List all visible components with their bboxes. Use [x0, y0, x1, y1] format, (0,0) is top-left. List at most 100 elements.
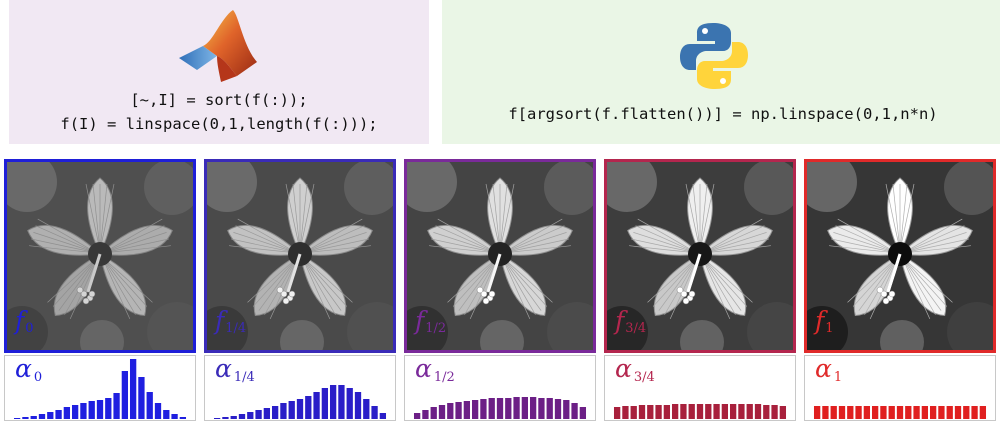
matlab-code-line-linspace: f(I) = linspace(0,1,length(f(:)));: [60, 115, 378, 133]
histogram-bar: [838, 406, 846, 419]
histogram-bar: [154, 403, 162, 419]
histogram-bar: [571, 403, 578, 419]
histogram-alpha12: α 1/2: [404, 355, 596, 421]
matlab-code-panel: [~,I] = sort(f(:)); f(I) = linspace(0,1,…: [9, 0, 429, 144]
python-code-line-argsort: f[argsort(f.flatten())] = np.linspace(0,…: [508, 105, 938, 123]
image-label-f1: f1: [815, 306, 834, 336]
histogram-bar: [496, 398, 504, 419]
histogram-bar: [729, 404, 737, 419]
histogram-bar: [771, 405, 778, 419]
histogram-bar: [713, 404, 720, 419]
histogram-bar: [888, 406, 895, 419]
histogram-bar: [379, 413, 387, 419]
hibiscus-flower-image: [807, 162, 993, 350]
histogram-alpha34: α 3/4: [604, 355, 796, 421]
histogram-bar: [563, 400, 570, 419]
histogram-bar: [413, 413, 421, 419]
histogram-bar: [663, 405, 671, 419]
histogram-bar: [529, 397, 537, 419]
image-frame-f34: f3/4: [604, 159, 796, 353]
histogram-bar: [47, 412, 54, 419]
histogram-bar: [779, 406, 787, 419]
histogram-bar: [296, 399, 304, 419]
histogram-bar: [822, 406, 829, 419]
histogram-bar: [55, 410, 62, 419]
histogram-bar: [471, 400, 479, 419]
histogram-bar: [630, 406, 637, 419]
histogram-bar: [721, 404, 729, 419]
histogram-bar: [238, 414, 246, 419]
histogram-bar: [971, 406, 978, 419]
histogram-bar: [513, 397, 520, 419]
histogram-bar: [929, 406, 937, 419]
histogram-bar: [480, 399, 487, 419]
histogram-bar: [363, 399, 370, 419]
histogram-bar: [80, 403, 87, 419]
histogram-label-alpha34: α 3/4: [615, 354, 655, 385]
histogram-bar: [63, 407, 71, 419]
histogram-bar: [30, 416, 37, 419]
histogram-bar: [71, 405, 79, 419]
histogram-bar: [13, 418, 21, 419]
matlab-membrane-logo-icon: [179, 10, 257, 82]
histogram-bar: [213, 418, 221, 419]
image-frame-f12: f1/2: [404, 159, 596, 353]
histogram-bar: [463, 401, 471, 419]
histogram-bar: [129, 359, 137, 419]
histogram-bar: [554, 399, 562, 419]
histogram-bar: [954, 406, 962, 419]
python-code-panel: f[argsort(f.flatten())] = np.linspace(0,…: [442, 0, 1000, 144]
python-snakes-logo-icon: [680, 23, 748, 89]
image-frame-f1: f1: [804, 159, 996, 353]
histogram-bar: [830, 406, 837, 419]
histogram-bar: [346, 388, 353, 419]
histogram-bar: [946, 406, 953, 419]
histogram-bar: [371, 406, 378, 419]
histogram-label-alpha12: α 1/2: [415, 354, 455, 385]
histogram-bar: [963, 406, 970, 419]
histogram-bar: [546, 398, 553, 419]
histogram-bar: [121, 371, 129, 419]
histogram-bar: [505, 398, 512, 419]
histogram-bar: [905, 406, 912, 419]
histogram-bar: [171, 414, 178, 419]
histogram-bar: [538, 398, 545, 419]
histogram-bar: [455, 402, 462, 419]
histogram-bar: [354, 392, 362, 419]
histogram-bar: [863, 406, 871, 419]
histogram-bar: [280, 403, 287, 419]
image-label-f34: f3/4: [615, 306, 647, 336]
hibiscus-flower-image: [7, 162, 193, 350]
image-frame-f0: f0: [4, 159, 196, 353]
histogram-bar: [705, 404, 712, 419]
histogram-bar: [422, 410, 429, 419]
histogram-bar: [179, 417, 187, 419]
histogram-bar: [430, 407, 437, 419]
histogram-bar: [38, 414, 46, 419]
histogram-bar: [146, 392, 153, 419]
histogram-bar: [88, 401, 95, 419]
histogram-bar: [896, 406, 904, 419]
histogram-bar: [979, 406, 987, 419]
histogram-bar: [671, 404, 679, 419]
histogram-bar: [763, 405, 770, 419]
matlab-code-line-sort: [~,I] = sort(f(:));: [130, 91, 308, 109]
histogram-bar: [105, 398, 112, 419]
histogram-bar: [113, 393, 120, 419]
histogram-bar: [880, 406, 887, 419]
histogram-bar: [521, 397, 529, 419]
image-label-f14: f1/4: [215, 306, 247, 336]
histogram-bar: [871, 406, 879, 419]
histogram-bar: [313, 392, 320, 419]
image-frame-f14: f1/4: [204, 159, 396, 353]
histogram-bar: [855, 406, 862, 419]
histogram-bar: [938, 406, 945, 419]
histogram-bar: [738, 404, 745, 419]
histogram-bar: [622, 406, 629, 419]
image-label-f12: f1/2: [415, 306, 447, 336]
histogram-bar: [22, 417, 29, 419]
histogram-bar: [647, 405, 654, 419]
histogram-bar: [247, 412, 254, 419]
